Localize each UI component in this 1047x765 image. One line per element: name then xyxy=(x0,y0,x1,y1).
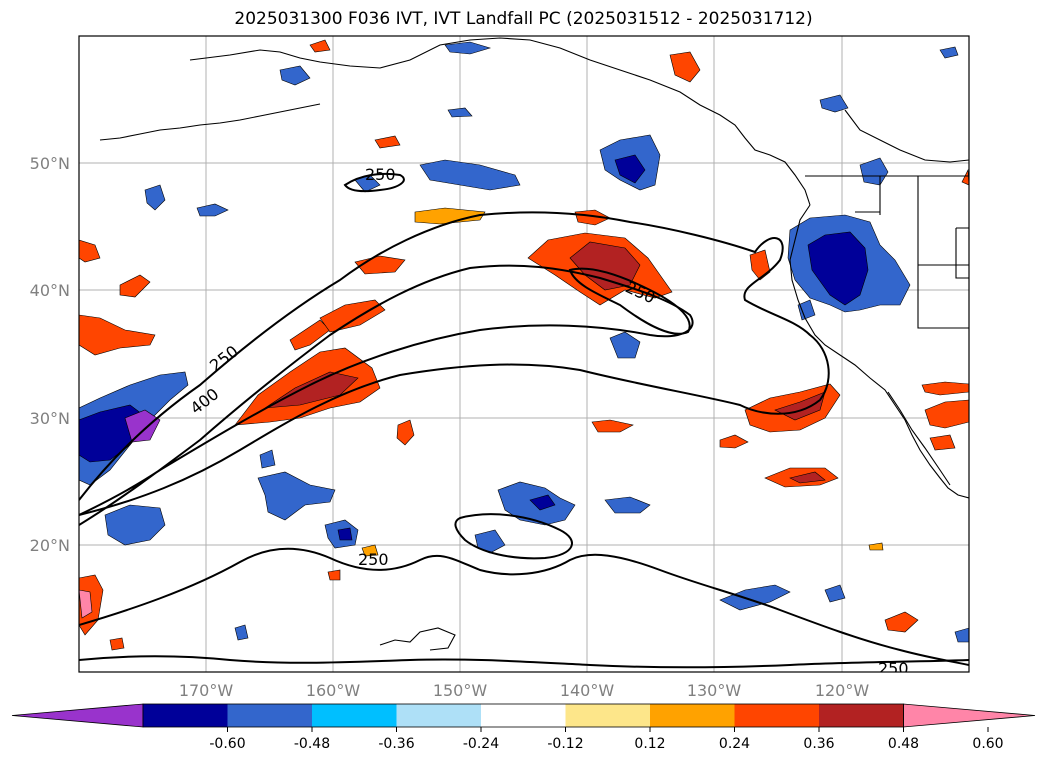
canada-interior xyxy=(844,109,969,163)
map-frame xyxy=(78,35,970,673)
contour-250-south-ring xyxy=(454,513,573,560)
contour-250-north xyxy=(343,172,405,193)
contour-label: 250 xyxy=(358,550,389,569)
contour-400 xyxy=(79,264,694,526)
colorbar-segment xyxy=(143,704,228,727)
inner-border xyxy=(855,176,881,215)
contour-250-bottom xyxy=(79,655,969,669)
lat-label: 30°N xyxy=(30,409,70,428)
alaska-coast xyxy=(189,37,811,206)
colorbar-tick-label: -0.24 xyxy=(463,736,499,752)
colorbar-segment xyxy=(650,704,735,727)
lon-label: 160°W xyxy=(306,681,361,700)
lat-label: 40°N xyxy=(30,281,70,300)
hawaii xyxy=(379,627,456,651)
colorbar-segment xyxy=(396,704,481,727)
colorbar-segment xyxy=(734,704,819,727)
colorbar-segment xyxy=(227,704,312,727)
colorbar-tick-label: 0.60 xyxy=(972,736,1003,752)
colorbar-segment xyxy=(481,704,566,727)
colorbar-tick-label: -0.12 xyxy=(547,736,583,752)
colorbar-tick-label: -0.60 xyxy=(209,736,245,752)
latitude-labels: 20°N 30°N 40°N 50°N xyxy=(30,154,70,555)
colorbar-segment xyxy=(312,704,397,727)
longitude-labels: 170°W 160°W 150°W 140°W 130°W 120°W xyxy=(179,681,870,700)
colorbar-extend-low xyxy=(11,703,144,728)
colorbar-tick-label: -0.48 xyxy=(294,736,330,752)
lon-label: 150°W xyxy=(433,681,488,700)
negative-ivt-regions xyxy=(79,41,969,643)
colorbar-tick-label: -0.36 xyxy=(378,736,414,752)
lon-label: 170°W xyxy=(179,681,234,700)
contour-label: 250 xyxy=(878,659,909,678)
colorbar-tick-label: 0.36 xyxy=(803,736,834,752)
contour-label: 250 xyxy=(206,342,242,376)
lon-label: 140°W xyxy=(560,681,615,700)
map-content: 250 400 250 250 250 250 xyxy=(79,36,969,678)
colorbar-tick-label: 0.12 xyxy=(634,736,665,752)
state-border-mid xyxy=(917,176,969,266)
west-coast xyxy=(789,204,969,499)
colorbar-tick-label: 0.24 xyxy=(719,736,750,752)
lon-label: 130°W xyxy=(687,681,742,700)
ivt-contours xyxy=(79,172,969,669)
lat-label: 50°N xyxy=(30,154,70,173)
colorbar-segment xyxy=(819,704,904,727)
coastlines xyxy=(99,37,969,651)
map-title: 2025031300 F036 IVT, IVT Landfall PC (20… xyxy=(234,9,813,29)
colorbar-tick-label: 0.48 xyxy=(888,736,919,752)
contour-label: 250 xyxy=(365,165,396,184)
contour-250-upper xyxy=(79,211,830,516)
contour-250-southeast xyxy=(79,547,969,666)
lat-label: 20°N xyxy=(30,536,70,555)
aleutian-chain xyxy=(99,103,321,141)
colorbar-extend-high xyxy=(903,703,1036,728)
colorbar: -0.60 -0.48 -0.36 -0.24 -0.12 0.12 0.24 0.36 0.4… xyxy=(11,703,1036,752)
contour-label: 400 xyxy=(187,384,223,418)
contour-250-inner-ring xyxy=(568,267,691,335)
baja-peninsula xyxy=(887,391,951,486)
great-lakes-box xyxy=(955,227,969,279)
lon-label: 120°W xyxy=(815,681,870,700)
colorbar-frame xyxy=(142,703,904,728)
colorbar-segment xyxy=(565,704,650,727)
state-border-south xyxy=(917,265,969,329)
